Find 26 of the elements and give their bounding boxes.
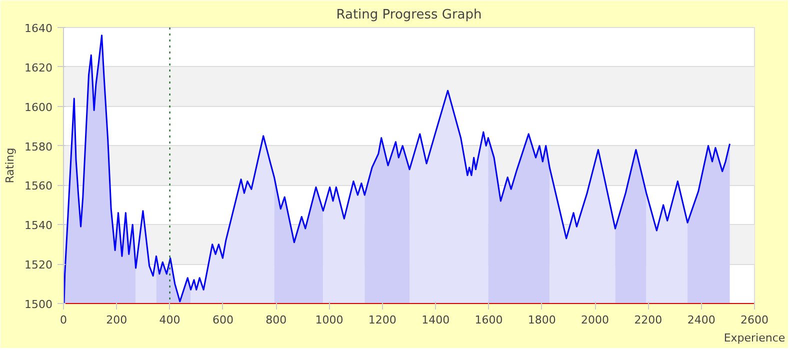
x-axis-title: Experience — [724, 332, 786, 344]
y-tick-label: 1580 — [24, 140, 53, 154]
y-tick-label: 1620 — [24, 61, 53, 74]
x-tick-label: 400 — [159, 314, 180, 326]
x-tick-label: 2200 — [634, 314, 662, 326]
y-tick-label: 1500 — [24, 298, 53, 311]
chart-title: Rating Progress Graph — [336, 8, 482, 22]
x-tick-label: 200 — [106, 314, 128, 326]
y-axis-title: Rating — [4, 148, 17, 184]
y-tick-label: 1640 — [24, 22, 53, 35]
x-tick-label: 800 — [266, 314, 287, 326]
y-tick-label: 1600 — [24, 100, 53, 114]
x-tick-label: 1400 — [422, 314, 450, 326]
x-tick-label: 0 — [60, 314, 67, 326]
x-tick-label: 2600 — [740, 314, 769, 326]
x-tick-label: 2000 — [581, 314, 610, 326]
y-tick-label: 1520 — [24, 258, 53, 272]
x-tick-label: 1600 — [474, 314, 503, 326]
y-tick-label: 1560 — [24, 180, 53, 193]
x-tick-label: 600 — [212, 314, 234, 326]
y-tick-label: 1540 — [24, 219, 53, 232]
x-tick-label: 2400 — [687, 314, 716, 326]
line-series — [64, 34, 731, 304]
x-tick-label: 1000 — [315, 314, 344, 326]
x-tick-label: 1200 — [368, 314, 396, 326]
x-tick-label: 1800 — [528, 314, 556, 326]
